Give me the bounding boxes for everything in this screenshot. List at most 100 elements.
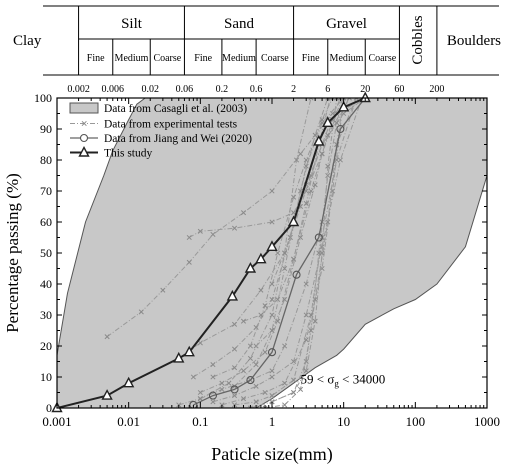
experimental-point (346, 98, 352, 101)
experimental-point (262, 303, 268, 309)
experimental-point (269, 393, 275, 399)
plot-area: 59 < σg < 34000 (51, 91, 487, 413)
annotation-subscript: g (334, 378, 339, 388)
this-study-point (101, 389, 113, 400)
experimental-point (186, 234, 192, 241)
group-label-sand: Sand (224, 16, 255, 32)
legend-swatch-envelope (69, 102, 99, 114)
experimental-point (282, 250, 288, 256)
boundary-label: 0.2 (216, 84, 229, 95)
subgroup-label: Fine (302, 53, 320, 64)
group-label-boulders: Boulders (447, 33, 501, 49)
experimental-point (176, 402, 182, 408)
annotation-prefix: 59 < σ (301, 371, 335, 386)
classification-header: Clay Silt Fine Medium Coarse Sand Fine Medium Co… (13, 5, 501, 95)
experimental-point (269, 281, 275, 287)
jiang-wei-line (193, 98, 366, 406)
experimental-point (337, 157, 343, 163)
jiang-wei-point (292, 270, 301, 279)
subgroup-label: Coarse (368, 53, 396, 64)
experimental-point (282, 296, 288, 303)
experimental-point (325, 163, 331, 169)
experimental-point (319, 250, 325, 256)
experimental-point (297, 386, 304, 392)
experimental-point (210, 399, 216, 405)
boundary-label: 0.06 (176, 84, 194, 95)
legend-label-casagli: Data from Casagli et al. (2003) (104, 103, 247, 115)
experimental-point (334, 98, 340, 101)
experimental-point (269, 399, 275, 405)
experimental-point (282, 343, 288, 349)
experimental-point (253, 362, 259, 368)
experimental-point (262, 405, 268, 408)
experimental-point (312, 318, 318, 324)
experimental-point (253, 399, 259, 405)
subgroup-label: Fine (194, 53, 212, 64)
y-tick-label: 80 (40, 153, 52, 167)
boundary-label: 0.02 (141, 84, 159, 95)
experimental-point (197, 389, 203, 396)
jiang-wei-point (189, 400, 198, 408)
experimental-point (231, 365, 238, 371)
experimental-point (253, 383, 259, 389)
y-tick-label: 40 (40, 277, 52, 291)
experimental-point (258, 312, 264, 318)
this-study-point (287, 215, 300, 227)
subgroup-label: Coarse (153, 53, 181, 64)
experimental-point (303, 368, 309, 374)
experimental-point (269, 368, 275, 374)
x-axis-title: Paticle size(mm) (211, 444, 332, 465)
y-tick-label: 30 (40, 308, 52, 322)
experimental-point (269, 188, 275, 194)
experimental-point (210, 362, 216, 368)
experimental-point (231, 393, 238, 399)
experimental-point (247, 405, 253, 408)
this-study-point (313, 134, 325, 146)
jiang-wei-point (314, 233, 323, 242)
y-tick-label: 0 (46, 401, 52, 415)
experimental-point (312, 182, 318, 188)
experimental-point (240, 368, 247, 374)
jiang-wei-point (230, 385, 239, 394)
experimental-point (219, 386, 225, 392)
experimental-point (231, 225, 238, 231)
experimental-curve (178, 98, 312, 406)
this-study-point (338, 100, 350, 112)
this-study-point (322, 116, 334, 127)
experimental-point (240, 318, 247, 324)
this-study-point (359, 91, 371, 103)
experimental-curve (221, 98, 345, 406)
experimental-point (262, 389, 268, 396)
x-tick-label: 0.1 (192, 414, 208, 429)
experimental-curve (265, 98, 350, 408)
experimental-point (231, 346, 238, 352)
experimental-point (293, 157, 300, 163)
this-study-point (266, 240, 278, 251)
experimental-point (308, 188, 314, 194)
experimental-point (231, 402, 238, 408)
annotation-suffix: < 34000 (339, 371, 385, 386)
experimental-point (210, 374, 216, 380)
experimental-point (282, 402, 288, 408)
this-study-point (183, 345, 195, 357)
this-study-point (226, 289, 239, 301)
subgroup-label: Medium (115, 53, 149, 64)
subgroup-label: Fine (87, 53, 105, 64)
x-tick-label: 0.001 (42, 414, 71, 429)
jiang-wei-point (336, 124, 345, 134)
experimental-point (247, 355, 253, 361)
y-tick-label: 60 (40, 215, 52, 229)
boundary-label: 0.002 (67, 84, 90, 95)
boundary-label: 0.6 (250, 84, 263, 95)
experimental-point (303, 358, 309, 365)
experimental-point (291, 377, 297, 383)
group-label-cobbles: Cobbles (410, 15, 426, 64)
experimental-point (303, 281, 309, 287)
subgroup-label: Medium (222, 53, 256, 64)
y-tick-label: 70 (40, 184, 52, 198)
x-tick-label: 0.01 (117, 414, 140, 429)
experimental-point (275, 296, 281, 303)
experimental-point (226, 380, 232, 386)
experimental-curve (234, 98, 357, 406)
